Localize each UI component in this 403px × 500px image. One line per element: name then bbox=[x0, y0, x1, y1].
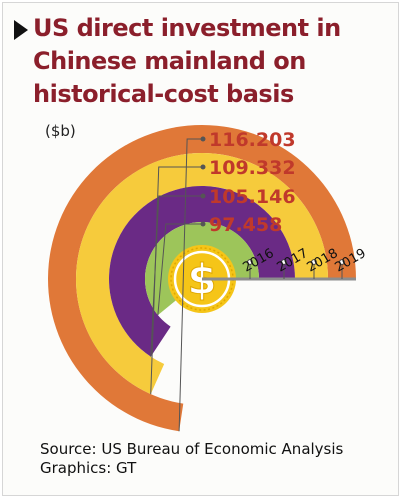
value-label-2016: 97.458 bbox=[209, 214, 282, 236]
unit-label: ($b) bbox=[45, 122, 76, 140]
source-note: Source: US Bureau of Economic Analysis bbox=[40, 440, 344, 458]
leader-dot-2018 bbox=[200, 164, 206, 170]
year-marker-2016 bbox=[247, 259, 253, 265]
ring-2017 bbox=[109, 186, 296, 357]
year-marker-2018 bbox=[311, 259, 317, 265]
leader-line-2016 bbox=[157, 223, 203, 316]
dollar-coin-icon: $ bbox=[168, 245, 236, 313]
value-label-2019: 116.203 bbox=[209, 129, 296, 151]
leader-line-2019 bbox=[178, 138, 203, 432]
leader-dot-2019 bbox=[200, 136, 206, 142]
value-label-2018: 109.332 bbox=[209, 157, 296, 179]
leader-dot-2016 bbox=[200, 221, 206, 227]
leader-line-2017 bbox=[150, 195, 203, 357]
year-marker-2019 bbox=[339, 259, 345, 265]
leader-line-2018 bbox=[150, 166, 203, 395]
title-arrow-icon bbox=[14, 20, 28, 40]
leader-dot-2017 bbox=[200, 193, 206, 199]
graphics-credit: Graphics: GT bbox=[40, 459, 137, 477]
chart-title: US direct investment in Chinese mainland… bbox=[33, 14, 341, 108]
footer: Source: US Bureau of Economic Analysis G… bbox=[40, 440, 390, 478]
year-marker-2017 bbox=[281, 259, 287, 265]
value-label-2017: 105.146 bbox=[209, 186, 296, 208]
